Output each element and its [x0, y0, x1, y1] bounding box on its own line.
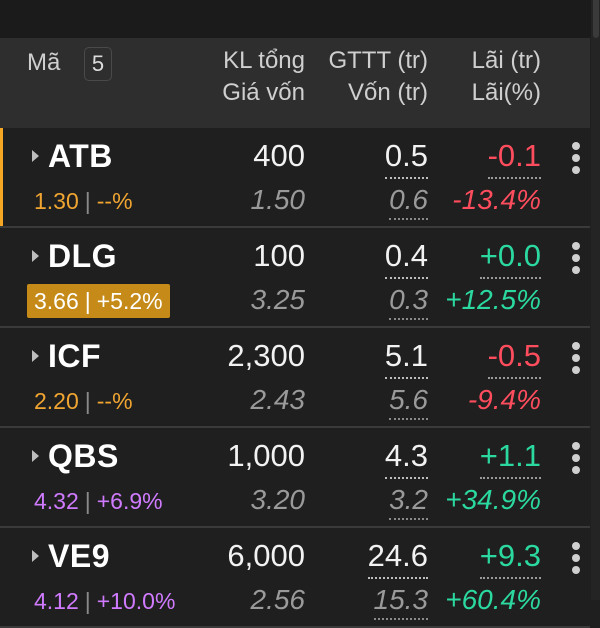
cost-price: 1.50	[250, 184, 306, 215]
capital-value: 15.3	[373, 584, 428, 620]
profit-loss-pct: +12.5%	[445, 284, 541, 315]
stock-symbol[interactable]: VE9	[48, 538, 110, 574]
profit-loss: -0.5	[487, 338, 541, 379]
header-market-value[interactable]: GTTT (tr)	[328, 47, 428, 74]
top-bar	[0, 0, 600, 38]
profit-loss-pct: -13.4%	[452, 184, 541, 215]
stock-symbol[interactable]: QBS	[48, 438, 119, 474]
total-quantity: 400	[253, 138, 305, 173]
count-badge: 5	[84, 47, 112, 81]
total-quantity: 6,000	[227, 538, 305, 573]
market-value: 24.6	[367, 538, 428, 579]
price-line: 1.30 | --%	[27, 184, 140, 218]
market-value: 0.4	[384, 238, 428, 279]
cost-price: 3.25	[250, 284, 306, 315]
scrollbar[interactable]	[591, 0, 600, 600]
profit-loss-pct: +34.9%	[445, 484, 541, 515]
separator: |	[84, 488, 91, 514]
total-quantity: 2,300	[227, 338, 305, 373]
more-options-icon[interactable]	[571, 242, 581, 282]
holding-row[interactable]: ATB 1.30 | --% 400 1.50 0.5 0.6 -0.1 -13.4…	[0, 128, 590, 228]
stock-symbol[interactable]: DLG	[48, 238, 118, 274]
price-change: +5.2%	[96, 288, 163, 314]
holdings-list: ATB 1.30 | --% 400 1.50 0.5 0.6 -0.1 -13.4…	[0, 128, 590, 628]
price-line: 4.12 | +10.0%	[27, 584, 182, 618]
separator: |	[84, 388, 91, 414]
current-price: 4.12	[34, 588, 79, 614]
profit-loss: -0.1	[487, 138, 541, 179]
current-price: 3.66	[34, 288, 79, 314]
capital-value: 3.2	[389, 484, 428, 520]
price-change: --%	[96, 388, 133, 414]
more-options-icon[interactable]	[571, 542, 581, 582]
total-quantity: 100	[253, 238, 305, 273]
more-options-icon[interactable]	[571, 442, 581, 482]
header-capital[interactable]: Vốn (tr)	[347, 79, 428, 106]
capital-value: 0.3	[389, 284, 428, 320]
market-value: 4.3	[384, 438, 428, 479]
header-cost[interactable]: Giá vốn	[222, 79, 305, 106]
profit-loss: +0.0	[479, 238, 541, 279]
price-change: --%	[96, 188, 133, 214]
price-line: 4.32 | +6.9%	[27, 484, 170, 518]
holding-row[interactable]: VE9 4.12 | +10.0% 6,000 2.56 24.6 15.3 +9.…	[0, 528, 590, 628]
total-quantity: 1,000	[227, 438, 305, 473]
profit-loss: +1.1	[479, 438, 541, 479]
header-symbol[interactable]: Mã	[27, 49, 61, 76]
cost-price: 2.56	[250, 584, 306, 615]
profit-loss-pct: -9.4%	[467, 384, 541, 415]
cost-price: 3.20	[250, 484, 306, 515]
expand-caret-icon[interactable]	[32, 550, 39, 562]
capital-value: 5.6	[389, 384, 428, 420]
expand-caret-icon[interactable]	[32, 350, 39, 362]
more-options-icon[interactable]	[571, 142, 581, 182]
market-value: 0.5	[384, 138, 428, 179]
scrollbar-thumb[interactable]	[593, 0, 599, 38]
current-price: 2.20	[34, 388, 79, 414]
capital-value: 0.6	[389, 184, 428, 220]
price-line: 3.66 | +5.2%	[27, 284, 170, 318]
holding-row[interactable]: ICF 2.20 | --% 2,300 2.43 5.1 5.6 -0.5 -9.…	[0, 328, 590, 428]
header-profit[interactable]: Lãi (tr)	[471, 47, 541, 74]
stock-symbol[interactable]: ICF	[48, 338, 102, 374]
price-line: 2.20 | --%	[27, 384, 140, 418]
holding-row[interactable]: QBS 4.32 | +6.9% 1,000 3.20 4.3 3.2 +1.1 +…	[0, 428, 590, 528]
separator: |	[84, 188, 91, 214]
cost-price: 2.43	[250, 384, 306, 415]
more-options-icon[interactable]	[571, 342, 581, 382]
current-price: 4.32	[34, 488, 79, 514]
expand-caret-icon[interactable]	[32, 250, 39, 262]
profit-loss: +9.3	[479, 538, 541, 579]
price-change: +10.0%	[96, 588, 176, 614]
expand-caret-icon[interactable]	[32, 150, 39, 162]
header-profit-pct[interactable]: Lãi(%)	[471, 79, 541, 106]
header-qty[interactable]: KL tổng	[223, 47, 305, 74]
holding-row[interactable]: DLG 3.66 | +5.2% 100 3.25 0.4 0.3 +0.0 +12…	[0, 228, 590, 328]
separator: |	[84, 588, 91, 614]
stock-symbol[interactable]: ATB	[48, 138, 113, 174]
table-header: Mã 5 KL tổng Giá vốn GTTT (tr) Vốn (tr) …	[0, 38, 590, 128]
profit-loss-pct: +60.4%	[445, 584, 541, 615]
separator: |	[84, 288, 91, 314]
current-price: 1.30	[34, 188, 79, 214]
price-change: +6.9%	[96, 488, 163, 514]
market-value: 5.1	[384, 338, 428, 379]
expand-caret-icon[interactable]	[32, 450, 39, 462]
